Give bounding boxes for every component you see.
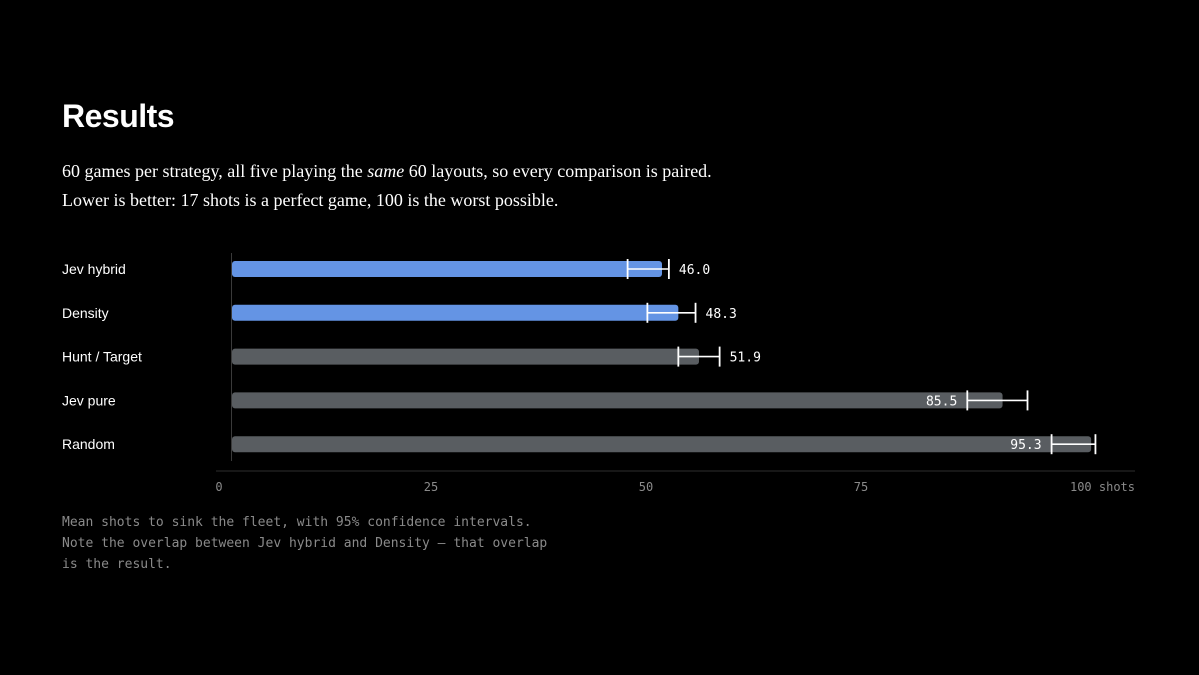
value-label: 51.9 [730,351,761,366]
subtitle-line-1-end: 60 layouts, so every comparison is paire… [404,161,712,181]
value-label: 48.3 [706,307,737,322]
x-tick-label: 75 [854,480,868,494]
x-tick-label: 100 shots [1070,480,1135,494]
bar [232,392,1003,409]
caption-line-2: Note the overlap between Jev hybrid and … [62,536,548,551]
subtitle-line-2: Lower is better: 17 shots is a perfect g… [62,190,559,210]
subtitle-line-1-start: 60 games per strategy, all five playing … [62,161,368,181]
bar [232,304,679,321]
chart-caption: Mean shots to sink the fleet, with 95% c… [62,512,547,575]
subtitle-line-1: 60 games per strategy, all five playing … [62,157,712,186]
category-label: Jev pure [62,392,116,408]
category-label: Jev hybrid [62,261,126,277]
bar [232,261,662,277]
category-label: Density [62,305,109,321]
value-label: 46.0 [679,263,710,278]
category-label: Hunt / Target [62,349,142,365]
subtitle-emphasis: same [367,161,405,181]
x-tick-label: 25 [424,480,438,494]
caption-line-3: is the result. [62,557,172,572]
caption-line-1: Mean shots to sink the fleet, with 95% c… [62,515,532,530]
value-label: 95.3 [1010,438,1041,453]
x-tick-label: 0 [215,480,222,494]
bar [232,436,1092,453]
subtitle: 60 games per strategy, all five playing … [62,157,712,215]
category-label: Random [62,436,115,452]
page-title: Results [62,98,175,134]
x-tick-label: 50 [639,480,653,494]
bar [232,348,699,365]
value-label: 85.5 [926,394,957,409]
